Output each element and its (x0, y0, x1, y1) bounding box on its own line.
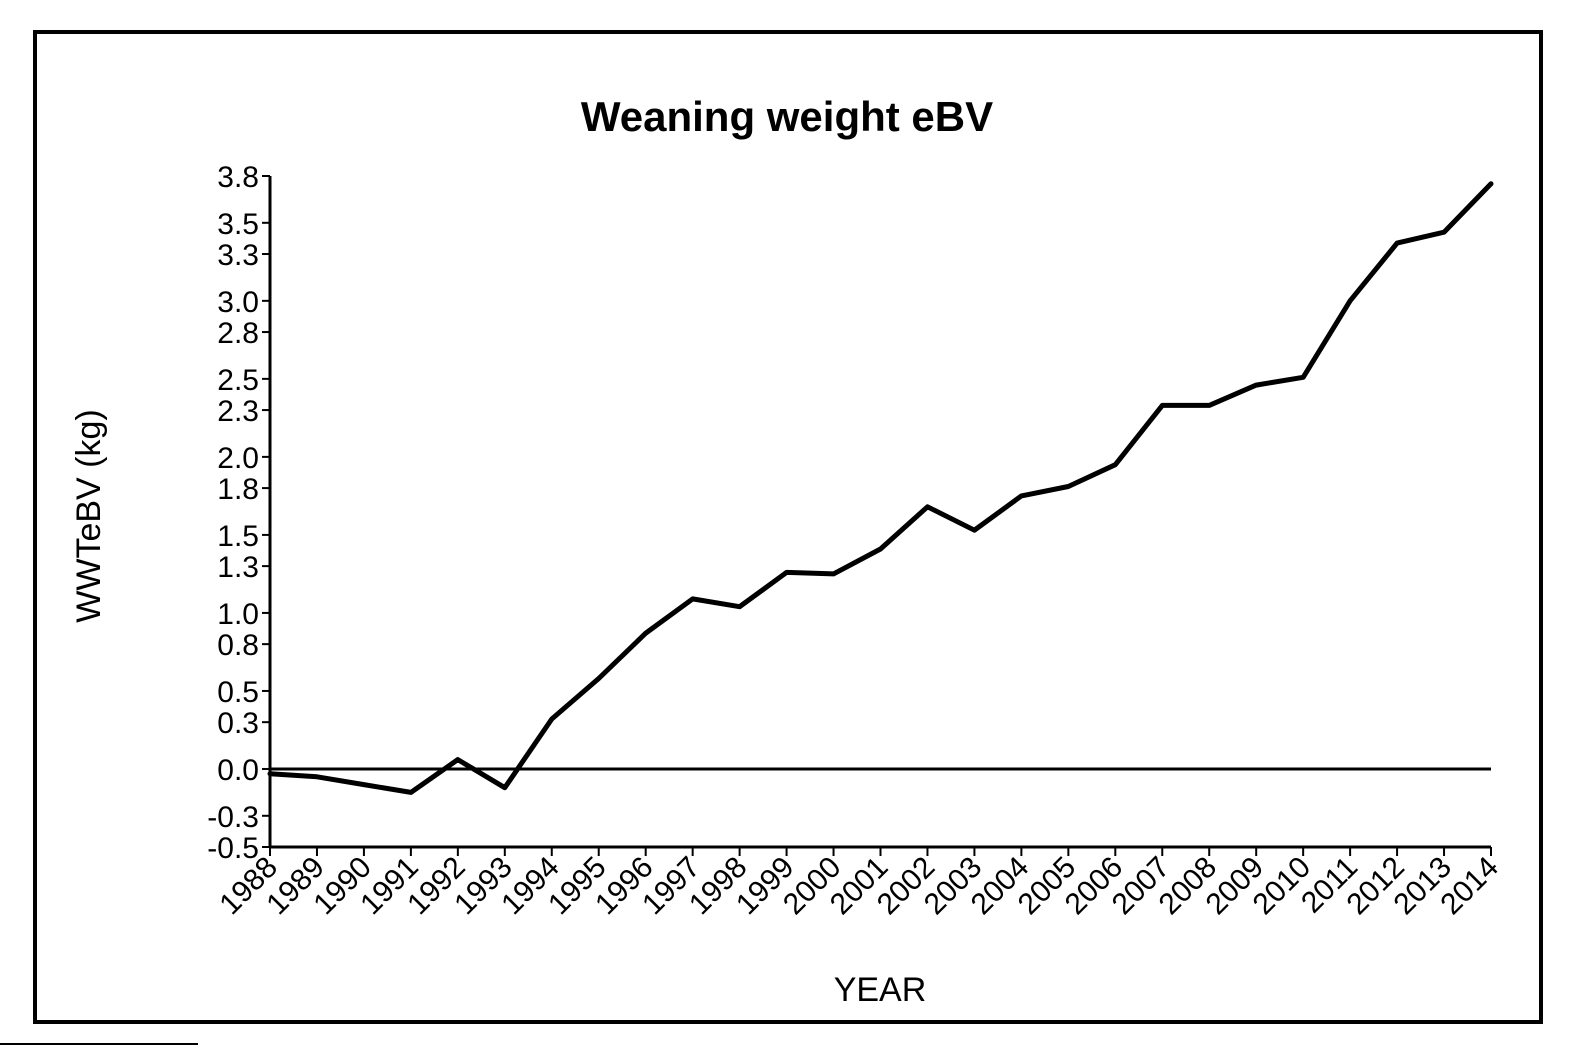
plot-area: -0.5-0.30.00.30.50.81.01.31.51.82.02.32.… (207, 161, 1505, 921)
y-tick-label: 2.3 (217, 395, 259, 428)
chart-frame (33, 30, 1543, 1024)
y-tick-label: 3.0 (217, 286, 259, 319)
y-tick-label: -0.5 (207, 832, 259, 865)
y-tick-label: 1.0 (217, 598, 259, 631)
y-tick-label: 3.5 (217, 208, 259, 241)
y-tick-label: 2.5 (217, 364, 259, 397)
y-tick-label: 0.3 (217, 707, 259, 740)
y-tick-label: 0.8 (217, 629, 259, 662)
x-axis-title: YEAR (834, 971, 927, 1009)
y-tick-label: 2.0 (217, 442, 259, 475)
y-tick-label: 0.0 (217, 754, 259, 787)
y-tick-label: -0.3 (207, 801, 259, 834)
bottom-rule (0, 1043, 198, 1045)
y-tick-label: 1.3 (217, 551, 259, 584)
y-tick-label: 1.8 (217, 473, 259, 506)
y-tick-label: 3.8 (217, 161, 259, 194)
y-tick-label: 3.3 (217, 239, 259, 272)
chart-title: Weaning weight eBV (581, 93, 993, 140)
series-line (267, 181, 1494, 795)
y-tick-label: 2.8 (217, 317, 259, 350)
y-tick-label: 1.5 (217, 520, 259, 553)
y-tick-label: 0.5 (217, 676, 259, 709)
y-axis-title: WWTeBV (kg) (70, 409, 108, 622)
